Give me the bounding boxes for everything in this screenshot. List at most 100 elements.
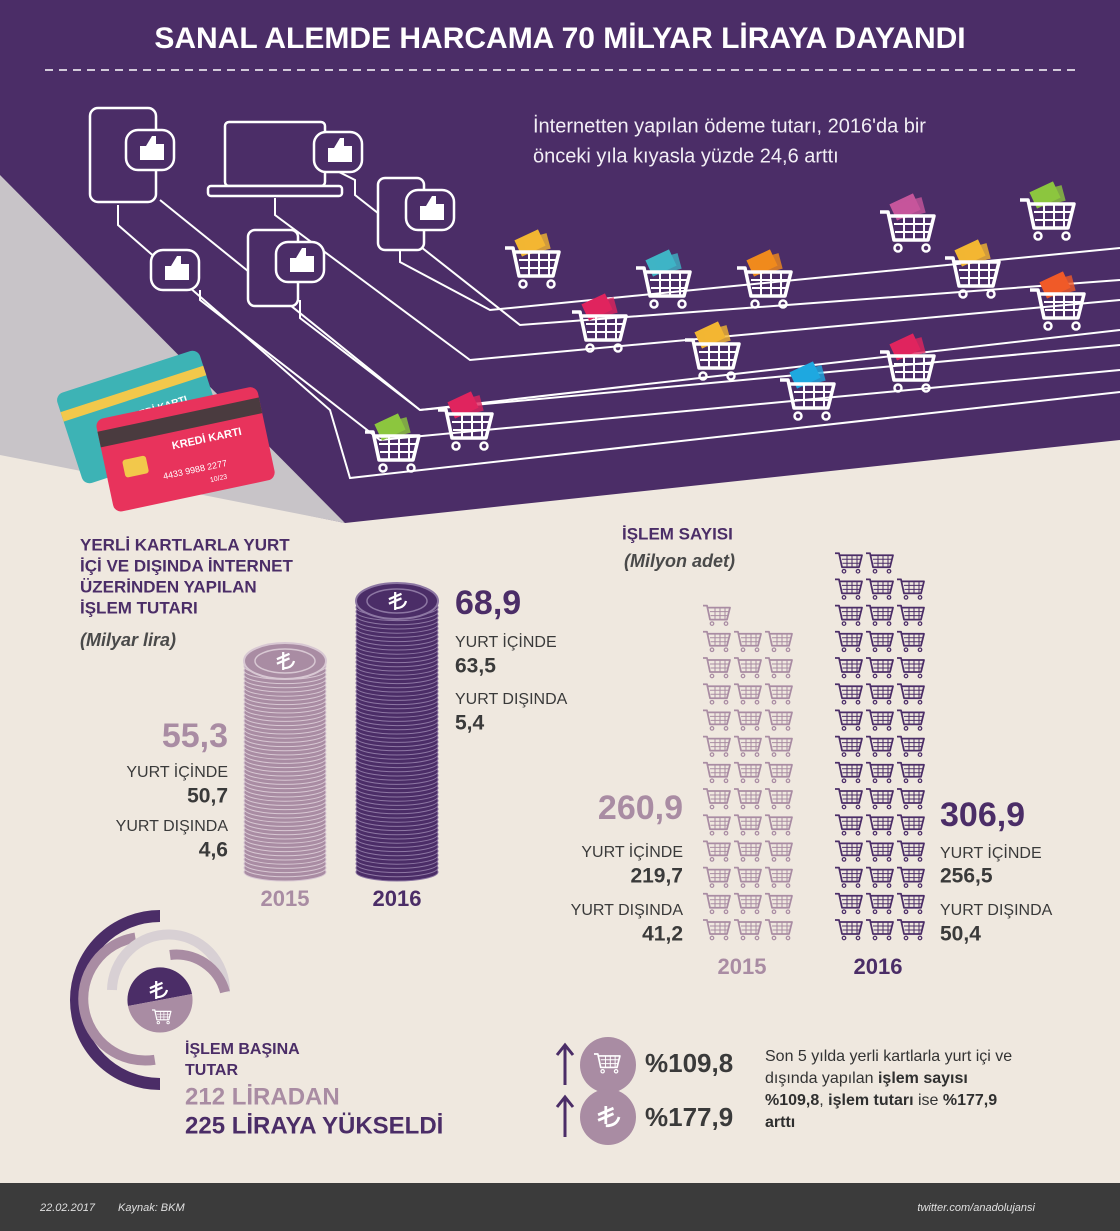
cart-wheel [771, 935, 777, 941]
cart-basket [765, 892, 793, 909]
cart-wheel [872, 699, 878, 705]
cart-grid [842, 791, 861, 803]
cart-wheel [546, 279, 556, 289]
cart-basket [897, 840, 925, 857]
cart-grid [873, 712, 892, 725]
year: 2016 [373, 886, 422, 911]
cart-wheel [723, 647, 729, 653]
cart-wheel [723, 909, 729, 915]
cart-wheel [886, 673, 892, 679]
count-cart [897, 840, 925, 862]
cart-grid [772, 843, 791, 856]
cart-wheel [872, 752, 878, 757]
note-segment: ise [913, 1092, 943, 1109]
cart-basket [152, 1009, 172, 1021]
cart-grid [772, 738, 791, 751]
cart-wheel [785, 909, 791, 915]
cart-wheel [886, 804, 892, 810]
cart-grid [772, 895, 791, 908]
cart-grid [741, 817, 760, 830]
cart-basket [897, 814, 925, 831]
cart-wheel [855, 568, 861, 574]
cart-wheel [917, 857, 923, 862]
cart-basket [734, 735, 762, 752]
cart-basket [734, 892, 762, 909]
cart-wheel [903, 752, 909, 757]
card-stripe [60, 365, 207, 422]
cart-grid [873, 791, 892, 803]
cart-grid [741, 686, 760, 699]
cart-wheel [750, 299, 760, 309]
cart-grid [710, 869, 729, 882]
cart-wheel [855, 857, 861, 862]
cart-wheel [855, 883, 861, 888]
cart-grid [873, 660, 892, 672]
cart-basket [835, 657, 863, 673]
year: 2016 [854, 954, 903, 979]
value: 5,4 [455, 712, 485, 735]
cart-wheel [958, 289, 968, 299]
cart-wheel [771, 909, 777, 915]
cart-wheel [917, 883, 923, 888]
count-cart [866, 866, 894, 888]
count-cart [734, 840, 762, 862]
count-cart [703, 735, 731, 757]
badge-top [127, 967, 192, 1006]
cart-basket [765, 919, 793, 935]
cart-wheel [740, 726, 746, 731]
cart-wheel [740, 857, 746, 862]
cart-basket [866, 788, 894, 804]
count-cart [703, 840, 731, 862]
shop-cart [880, 333, 936, 393]
cart-grid [894, 216, 932, 240]
gauge-outer [70, 910, 161, 1090]
cart-item [1038, 185, 1066, 207]
cart-grid [710, 791, 729, 803]
cart-wheel [723, 726, 729, 731]
cart-item [798, 365, 826, 387]
value: 219,7 [630, 865, 683, 888]
cart-basket [734, 683, 762, 700]
badge-cart [594, 1053, 621, 1074]
cart-grid [710, 922, 729, 934]
cart-wheel [903, 909, 909, 915]
cart-basket [765, 840, 793, 857]
cart-wheel [771, 830, 777, 836]
cart-wheel [166, 1020, 170, 1025]
cart-grid [873, 633, 892, 646]
cart-basket [734, 788, 762, 804]
cart-grid [772, 922, 791, 934]
cart-grid [710, 817, 729, 830]
cart-grid [586, 316, 624, 340]
cart-wheel [872, 830, 878, 836]
lira-icon [388, 592, 408, 610]
cart-wheel [841, 699, 847, 705]
cart-wheel [726, 371, 736, 381]
cart-wheel [872, 568, 878, 574]
cart-wheel [785, 647, 791, 653]
card-stripe [97, 397, 263, 448]
cart-basket [594, 1053, 621, 1069]
cart-grid [452, 414, 490, 438]
cart-wheel [841, 935, 847, 941]
cart-wheel [740, 752, 746, 757]
cart-wheel [855, 621, 861, 626]
cart-wheel [872, 883, 878, 888]
cart-basket [765, 788, 793, 804]
label: YURT İÇİNDE [940, 843, 1042, 862]
count-cart [897, 892, 925, 915]
growth-badge [580, 1037, 636, 1093]
cart-wheel [886, 726, 892, 731]
count-cart [765, 657, 793, 679]
cart-wheel [723, 830, 729, 836]
cart-wheel [754, 909, 760, 915]
count-cart [734, 761, 762, 784]
shop-cart [505, 229, 561, 289]
cart-wheel [903, 883, 909, 888]
cart-wheel [1071, 321, 1081, 331]
count-cart [897, 814, 925, 836]
note-segment: Son 5 yılda yerli kartlarla yurt içi ve … [765, 1048, 1013, 1087]
count-cart [765, 761, 793, 784]
cart-wheel [1061, 231, 1071, 241]
